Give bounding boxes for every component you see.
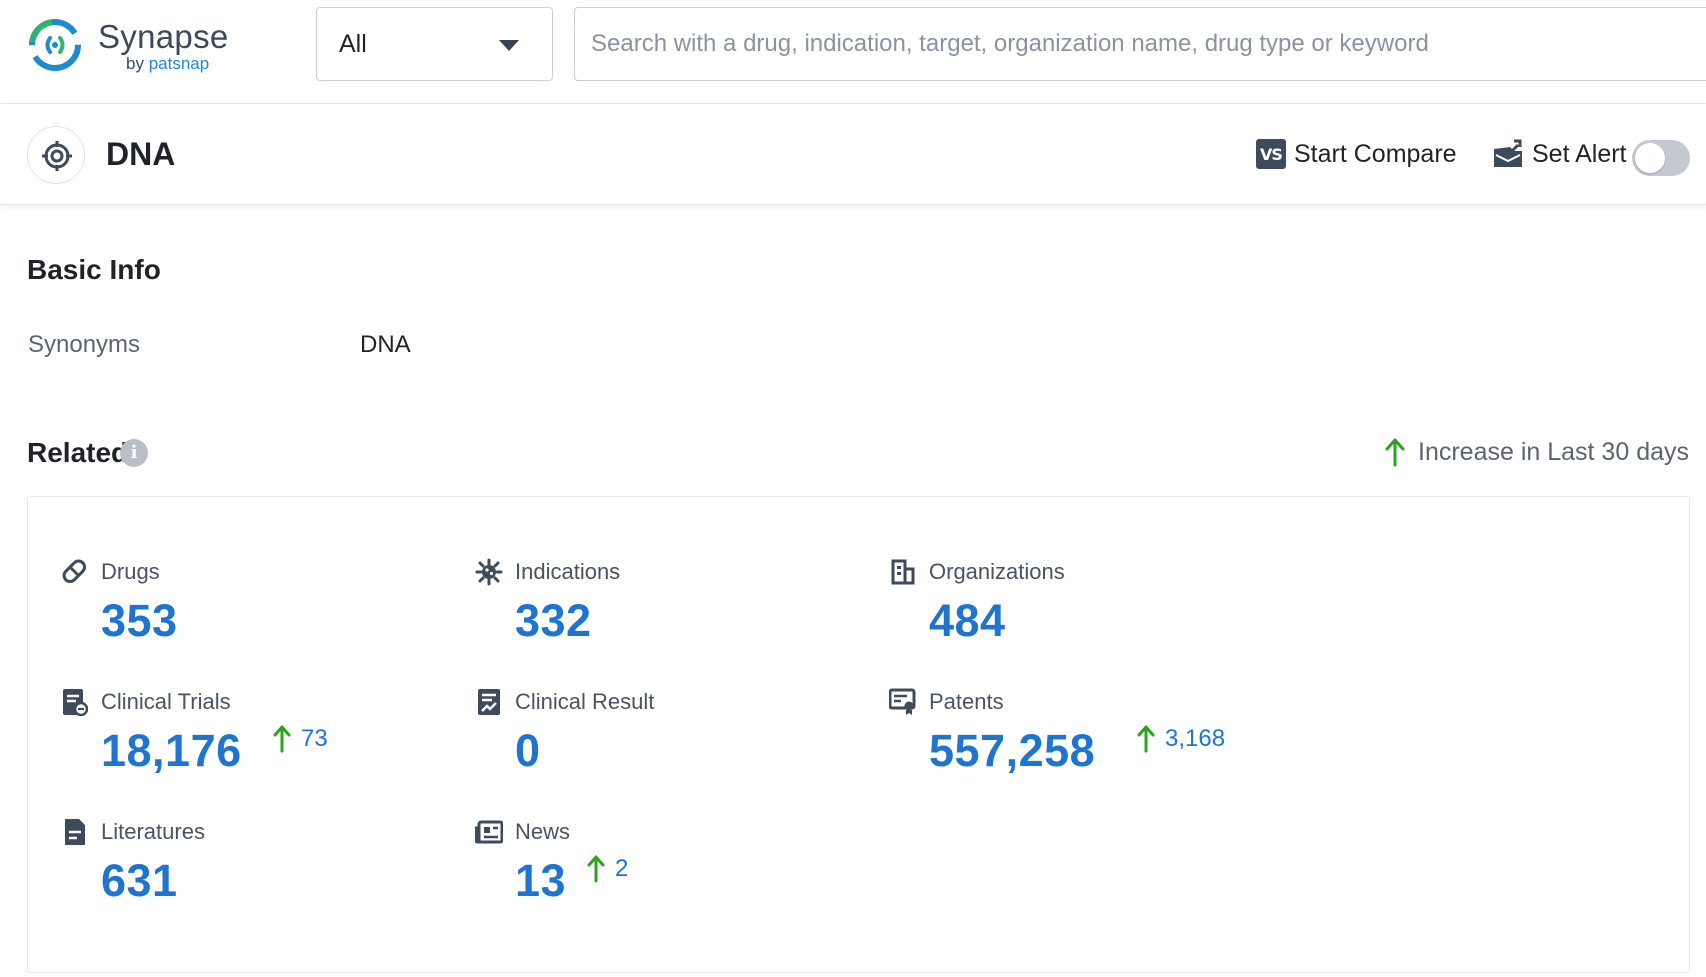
info-icon[interactable]: i xyxy=(120,439,148,467)
set-alert-button[interactable]: Set Alert xyxy=(1492,136,1627,172)
stat-clinical-trials[interactable]: Clinical Trials 18,176 73 xyxy=(61,687,441,797)
top-bar: Synapse by patsnap All xyxy=(0,0,1706,104)
stat-label: Clinical Result xyxy=(515,689,654,715)
stat-patents[interactable]: Patents 557,258 3,168 xyxy=(889,687,1269,797)
stat-label: Drugs xyxy=(101,559,160,585)
brand-name: Synapse xyxy=(98,18,229,56)
stat-increase: 2 xyxy=(587,855,628,883)
increase-legend: Increase in Last 30 days xyxy=(1384,437,1689,467)
pill-icon xyxy=(61,558,89,586)
stat-indications[interactable]: Indications 332 xyxy=(475,557,855,667)
arrow-up-icon xyxy=(1384,437,1406,467)
related-heading: Related xyxy=(27,437,128,469)
synonyms-label: Synonyms xyxy=(28,331,140,359)
page-title: DNA xyxy=(106,136,175,173)
compare-vs-icon: VS xyxy=(1256,139,1286,169)
start-compare-button[interactable]: VS Start Compare xyxy=(1256,136,1457,172)
stat-clinical-result[interactable]: Clinical Result 0 xyxy=(475,687,855,797)
stat-increase: 73 xyxy=(273,725,328,753)
synapse-logo[interactable]: Synapse by patsnap xyxy=(26,16,226,76)
search-input[interactable] xyxy=(574,7,1706,81)
increase-legend-label: Increase in Last 30 days xyxy=(1418,438,1689,467)
set-alert-toggle[interactable] xyxy=(1632,140,1690,176)
stat-value: 557,258 xyxy=(929,725,1095,777)
stat-literatures[interactable]: Literatures 631 xyxy=(61,817,441,927)
virus-icon xyxy=(475,558,503,586)
clipboard-icon xyxy=(61,688,89,716)
basic-info-heading: Basic Info xyxy=(27,254,161,286)
newspaper-icon xyxy=(475,818,503,846)
stat-increase: 3,168 xyxy=(1137,725,1225,753)
brand-by: by xyxy=(126,54,144,73)
toggle-knob xyxy=(1635,143,1665,173)
chevron-down-icon xyxy=(499,40,519,51)
stat-increase-value: 73 xyxy=(301,725,328,753)
stat-value: 18,176 xyxy=(101,725,242,777)
stat-value: 631 xyxy=(101,855,178,907)
stat-increase-value: 3,168 xyxy=(1165,725,1225,753)
stat-drugs[interactable]: Drugs 353 xyxy=(61,557,441,667)
stat-news[interactable]: News 13 2 xyxy=(475,817,855,927)
document-icon xyxy=(61,818,89,846)
set-alert-label: Set Alert xyxy=(1532,140,1627,169)
stat-label: Patents xyxy=(929,689,1004,715)
alert-icon xyxy=(1492,139,1524,169)
stat-value: 332 xyxy=(515,595,592,647)
arrow-up-icon xyxy=(587,855,605,883)
arrow-up-icon xyxy=(273,725,291,753)
search-scope-value: All xyxy=(339,30,367,59)
stat-value: 13 xyxy=(515,855,566,907)
stat-value: 484 xyxy=(929,595,1006,647)
stat-organizations[interactable]: Organizations 484 xyxy=(889,557,1269,667)
related-stats-card: Drugs 353 Indications 332 Organizations … xyxy=(27,496,1690,973)
entity-header: DNA VS Start Compare Set Alert xyxy=(0,104,1706,205)
building-icon xyxy=(889,558,917,586)
arrow-up-icon xyxy=(1137,725,1155,753)
stat-label: Clinical Trials xyxy=(101,689,231,715)
search-scope-select[interactable]: All xyxy=(316,7,553,81)
chart-document-icon xyxy=(475,688,503,716)
stat-increase-value: 2 xyxy=(615,855,628,883)
stat-value: 0 xyxy=(515,725,541,777)
start-compare-label: Start Compare xyxy=(1294,140,1457,169)
stat-label: Literatures xyxy=(101,819,205,845)
synonyms-value: DNA xyxy=(360,331,411,359)
brand-byline: by patsnap xyxy=(126,54,209,74)
stat-value: 353 xyxy=(101,595,178,647)
stat-label: Organizations xyxy=(929,559,1065,585)
stat-label: Indications xyxy=(515,559,620,585)
certificate-icon xyxy=(889,688,917,716)
target-icon xyxy=(27,126,85,184)
brand-company: patsnap xyxy=(149,54,210,73)
stat-label: News xyxy=(515,819,570,845)
synapse-logo-icon xyxy=(26,16,84,74)
